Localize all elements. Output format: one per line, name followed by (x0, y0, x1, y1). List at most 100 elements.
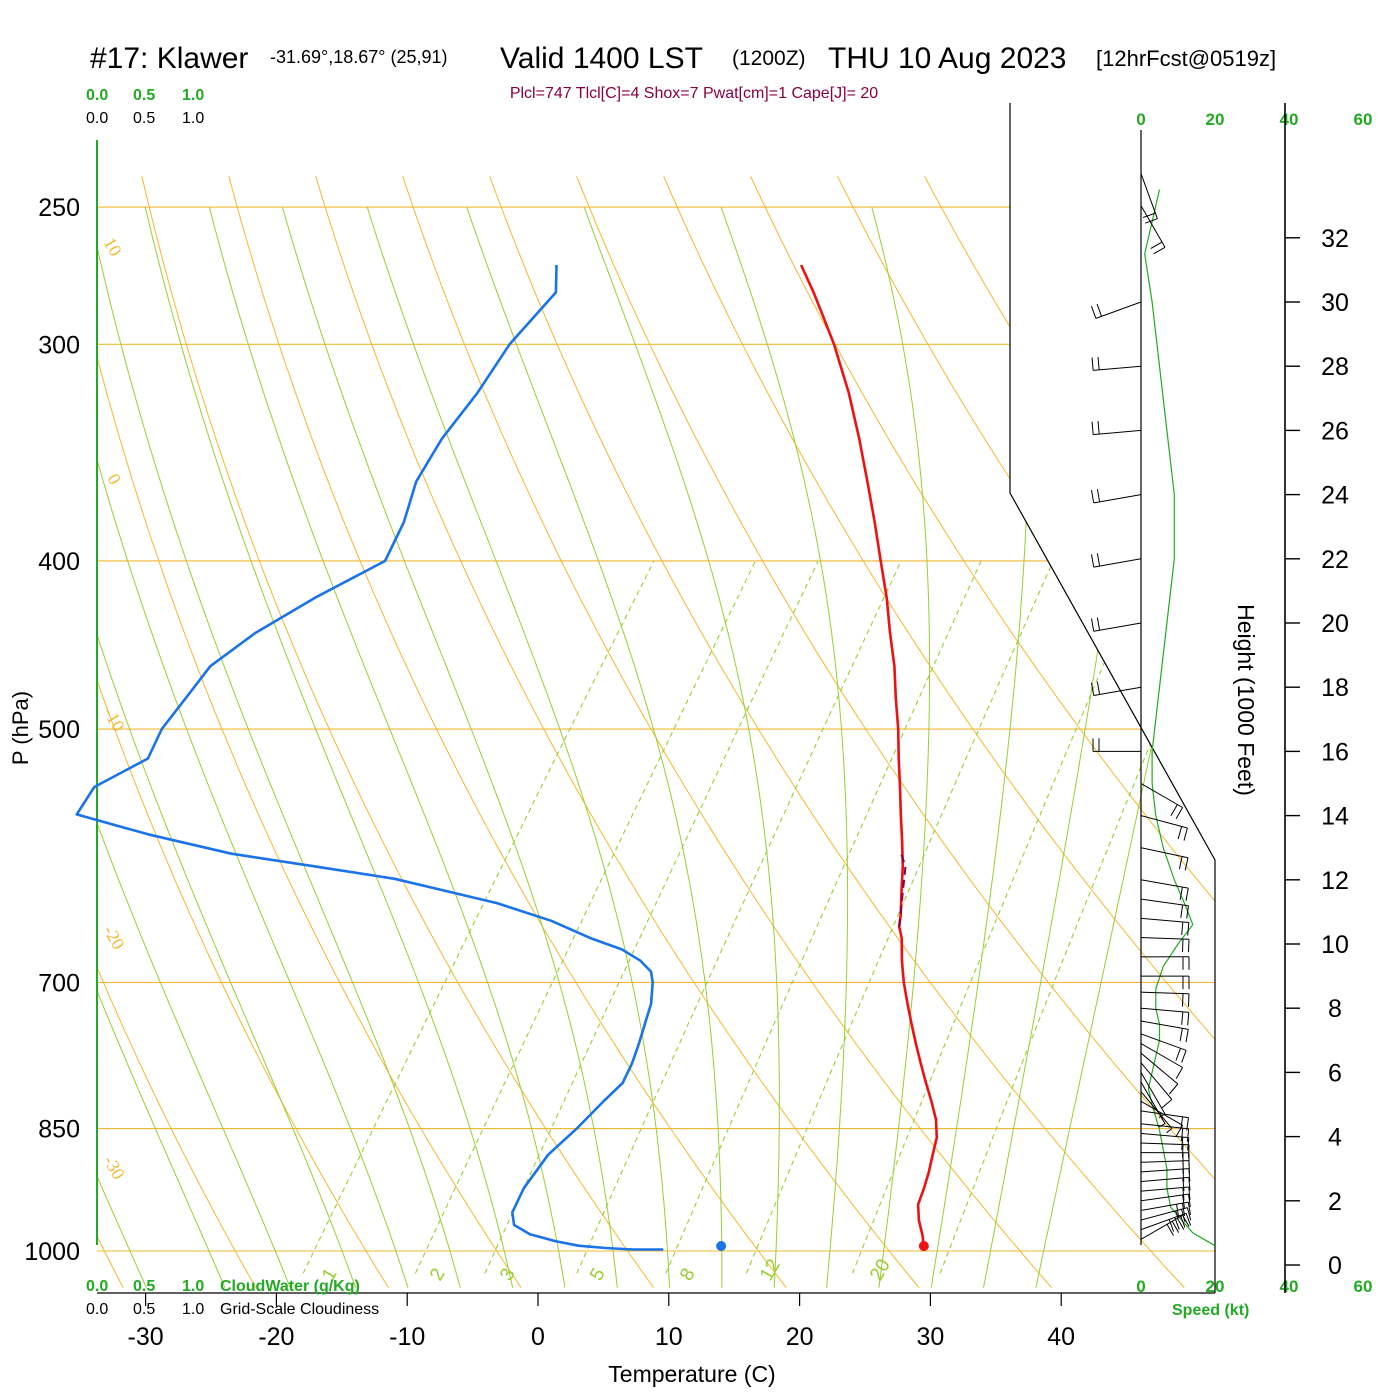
moist-adiabat-13 (871, 206, 931, 1288)
speed-tick-top-60: 60 (1354, 110, 1373, 129)
moist-adiabat-1 (97, 206, 226, 1288)
pressure-tick-700: 700 (38, 969, 80, 997)
wind-barb-8 (1140, 1160, 1190, 1163)
moist-adiabat-5 (97, 206, 461, 1288)
moist-adiabat-10 (466, 206, 723, 1288)
speed-axis-title: Speed (kt) (1172, 1302, 1249, 1319)
wind-barb-flag-1-3 (1168, 1219, 1175, 1232)
moist-adiabat-9 (366, 206, 671, 1288)
wind-barb-41 (1095, 301, 1142, 319)
dry-adiabat-410 (1272, 176, 1400, 1287)
moist-adiabat-lines (97, 206, 1215, 1288)
temperature-tick--20: -20 (258, 1323, 294, 1351)
mixing-ratio-labels: 1 2 3 5 8 12 20 (318, 1256, 895, 1285)
speed-tick-top-40: 40 (1280, 110, 1299, 129)
wind-barb-28 (1140, 917, 1189, 923)
temperature-axis-ticks: -30 -20 -10 0 10 20 30 40 (128, 1293, 1075, 1351)
wind-barb-14 (1140, 1100, 1183, 1126)
dry-adiabat-420 (1359, 176, 1400, 1287)
cloud-scale-bottom-black-1: 0.5 (133, 1301, 155, 1318)
height-tick-18: 18 (1321, 674, 1349, 702)
mixing-ratio-20 (851, 560, 1149, 1274)
wind-barb-flag-27-0 (1188, 939, 1190, 953)
speed-tick-bottom-20: 20 (1206, 1277, 1225, 1296)
cloud-scale-top-green: 0.0 0.5 1.0 (86, 87, 204, 104)
wind-barb-flag-35-0 (1091, 682, 1095, 696)
wind-barb-flag-41-0 (1090, 306, 1097, 319)
wind-barb-flag-0-3 (1166, 1224, 1174, 1236)
speed-tick-top-20: 20 (1206, 110, 1225, 129)
dry-adiabat-270 (97, 176, 522, 1288)
wind-speed-profile (1144, 189, 1216, 1247)
wind-barb-flag-43-1 (1142, 212, 1156, 218)
pressure-axis-ticks: 250 300 400 500 700 850 1000 (24, 194, 80, 1266)
speed-tick-bottom-0: 0 (1136, 1277, 1145, 1296)
wind-barb-flag-3-2 (1176, 1204, 1180, 1218)
mixing-ratio-12 (745, 560, 1054, 1274)
height-tick-20: 20 (1321, 610, 1349, 638)
wind-barb-33 (1140, 783, 1183, 808)
dry-adiabat-label-2: -10 (100, 704, 129, 735)
pressure-tick-1000: 1000 (24, 1238, 80, 1266)
wind-barb-flag-3-0 (1187, 1202, 1191, 1215)
wind-barb-5 (1140, 1186, 1189, 1192)
wind-barb-37 (1093, 558, 1142, 568)
wind-barb-2 (1140, 1207, 1188, 1221)
wind-barb-21 (1140, 1033, 1187, 1051)
wind-barb-20 (1140, 1043, 1183, 1068)
dry-adiabat-320 (489, 176, 1185, 1289)
moist-adiabat-4 (97, 206, 409, 1288)
dry-adiabat-label-1: 0 (104, 470, 126, 488)
wind-barb-flag-4-1 (1182, 1194, 1185, 1208)
wind-barb-flag-10-1 (1182, 1144, 1184, 1158)
wind-barb-flag-12-0 (1186, 1128, 1190, 1142)
wind-barb-flag-2-1 (1181, 1209, 1186, 1222)
dry-adiabat-260 (97, 176, 389, 1288)
pressure-tick-500: 500 (38, 716, 80, 744)
speed-tick-bottom-40: 40 (1280, 1277, 1299, 1296)
moist-adiabat-3 (97, 206, 357, 1288)
wind-barb-flag-36-0 (1091, 618, 1095, 632)
wind-barb-flag-39-1 (1097, 421, 1100, 435)
valid-time: Valid 1400 LST (500, 42, 703, 75)
wind-barb-flag-11-1 (1181, 1137, 1184, 1151)
temperature-tick-0: 0 (531, 1323, 545, 1351)
wind-barb-flag-6-0 (1188, 1177, 1191, 1191)
wind-barb-flag-22-0 (1185, 1029, 1189, 1043)
height-tick-6: 6 (1328, 1059, 1342, 1087)
wind-barb-flag-33-0 (1175, 807, 1184, 820)
wind-barb-flag-10-0 (1188, 1144, 1190, 1158)
wind-barb-40 (1093, 365, 1142, 371)
wind-barb-flag-20-0 (1175, 1067, 1184, 1080)
wind-barb-flag-22-1 (1179, 1028, 1183, 1042)
wind-barb-30 (1140, 879, 1189, 889)
dry-adiabat-280 (141, 176, 655, 1288)
wind-barb-36 (1093, 622, 1142, 632)
wind-barb-flag-19-0 (1169, 1083, 1179, 1095)
wind-barb-flag-13-0 (1186, 1117, 1189, 1131)
cloud-scale-top-green-0: 0.0 (86, 87, 108, 104)
wind-barb-6 (1140, 1176, 1189, 1183)
wind-barb-24 (1140, 991, 1190, 995)
wind-barb-flag-15-0 (1166, 1128, 1173, 1134)
temperature-tick-40: 40 (1047, 1323, 1075, 1351)
moist-adiabat-12 (720, 206, 849, 1288)
dry-adiabat-300 (315, 176, 920, 1289)
cloud-scale-top-black: 0.0 0.5 1.0 (86, 110, 204, 127)
wind-barb-19 (1140, 1052, 1179, 1085)
pressure-tick-250: 250 (38, 194, 80, 222)
pressure-tick-850: 850 (38, 1116, 80, 1144)
isobar-lines (97, 206, 1215, 1252)
cloud-scale-top-black-0: 0.0 (86, 110, 108, 127)
mixing-ratio-label-2: 2 (426, 1265, 449, 1285)
wind-barb-42 (1140, 205, 1166, 248)
wind-barb-flag-6-1 (1182, 1177, 1185, 1191)
dry-adiabat-label-3: -20 (100, 922, 129, 953)
wind-barb-10 (1140, 1142, 1190, 1146)
wind-barb-flag-0-1 (1176, 1218, 1185, 1230)
surface-dewpoint-marker (716, 1241, 727, 1251)
wind-barb-flag-1-2 (1174, 1217, 1180, 1230)
wind-barb-flag-30-1 (1179, 887, 1183, 900)
moist-adiabat-2 (97, 206, 291, 1288)
